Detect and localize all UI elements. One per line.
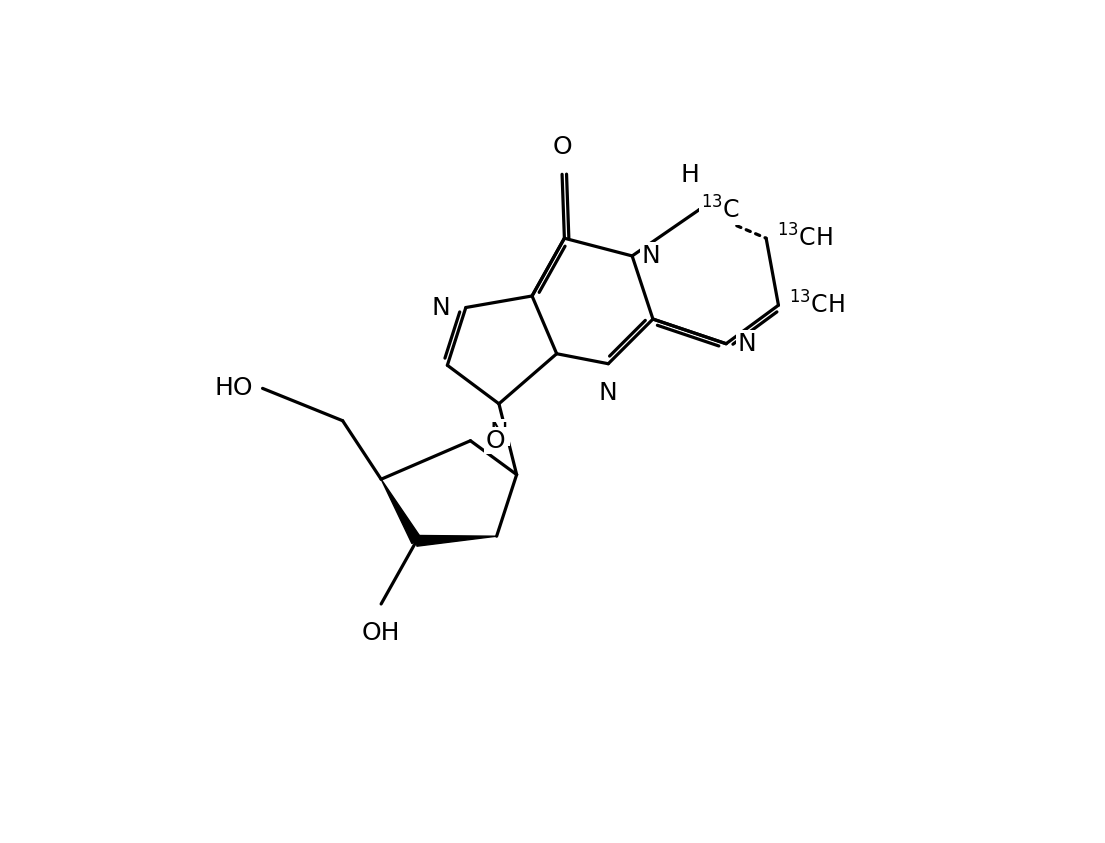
- Text: $^{13}$CH: $^{13}$CH: [789, 292, 845, 319]
- Text: N: N: [490, 421, 508, 445]
- Text: N: N: [641, 244, 660, 268]
- Polygon shape: [417, 535, 496, 546]
- Text: N: N: [432, 296, 451, 319]
- Text: O: O: [486, 429, 505, 453]
- Polygon shape: [381, 479, 421, 544]
- Text: N: N: [738, 331, 757, 356]
- Text: $^{13}$CH: $^{13}$CH: [777, 224, 833, 252]
- Text: N: N: [599, 381, 618, 405]
- Text: OH: OH: [361, 621, 400, 645]
- Text: O: O: [552, 135, 572, 159]
- Text: HO: HO: [214, 376, 253, 400]
- Text: H: H: [681, 163, 699, 187]
- Text: $^{13}$C: $^{13}$C: [701, 196, 740, 223]
